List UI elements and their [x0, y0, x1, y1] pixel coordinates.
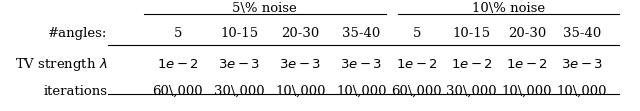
Text: $1e-2$: $1e-2$: [451, 58, 493, 71]
Text: 10\% noise: 10\% noise: [472, 2, 545, 15]
Text: 20-30: 20-30: [508, 27, 546, 40]
Text: 20-30: 20-30: [281, 27, 319, 40]
Text: 30\,000: 30\,000: [446, 85, 497, 98]
Text: $1e-2$: $1e-2$: [157, 58, 199, 71]
Text: 5: 5: [173, 27, 182, 40]
Text: $3e-3$: $3e-3$: [279, 58, 321, 71]
Text: 35-40: 35-40: [563, 27, 601, 40]
Text: 5: 5: [412, 27, 421, 40]
Text: $3e-3$: $3e-3$: [561, 58, 603, 71]
Text: 10\,000: 10\,000: [502, 85, 552, 98]
Text: 10\,000: 10\,000: [557, 85, 607, 98]
Text: 10\,000: 10\,000: [275, 85, 326, 98]
Text: iterations: iterations: [44, 85, 108, 98]
Text: $3e-3$: $3e-3$: [218, 58, 260, 71]
Text: 10-15: 10-15: [452, 27, 491, 40]
Text: 5\% noise: 5\% noise: [232, 2, 297, 15]
Text: $1e-2$: $1e-2$: [506, 58, 548, 71]
Text: 35-40: 35-40: [342, 27, 381, 40]
Text: 60\,000: 60\,000: [391, 85, 442, 98]
Text: TV strength $\lambda$: TV strength $\lambda$: [15, 56, 108, 73]
Text: 10-15: 10-15: [220, 27, 258, 40]
Text: #angles:: #angles:: [48, 27, 108, 40]
Text: 30\,000: 30\,000: [214, 85, 264, 98]
Text: $3e-3$: $3e-3$: [340, 58, 383, 71]
Text: 10\,000: 10\,000: [336, 85, 387, 98]
Text: 60\,000: 60\,000: [152, 85, 204, 98]
Text: $1e-2$: $1e-2$: [396, 58, 438, 71]
